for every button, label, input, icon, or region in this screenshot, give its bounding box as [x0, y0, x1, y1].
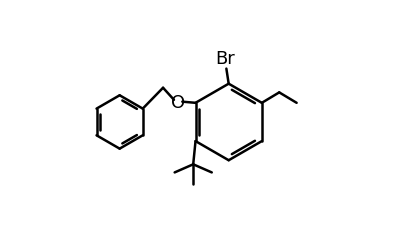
Text: O: O [171, 93, 185, 111]
Text: Br: Br [215, 50, 235, 68]
